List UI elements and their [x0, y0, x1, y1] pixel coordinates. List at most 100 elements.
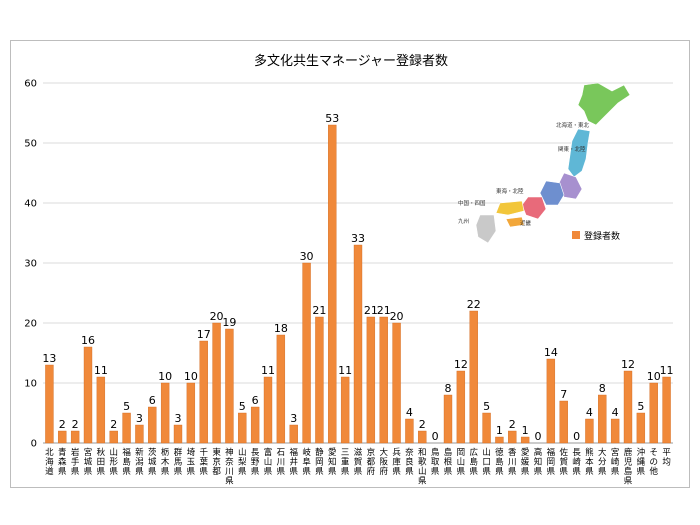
bar-滋賀県 — [353, 244, 363, 444]
x-tick-label-石川県: 石川県 — [277, 448, 286, 477]
bar-秋田県 — [96, 376, 106, 444]
data-label-福島県: 5 — [123, 400, 130, 413]
data-label-香川県: 2 — [509, 418, 516, 431]
bar-群馬県 — [173, 424, 183, 444]
bar-三重県 — [340, 376, 350, 444]
map-label-tokai: 東海・北陸 — [496, 187, 524, 195]
bar-熊本県 — [585, 418, 594, 444]
map-shikoku — [505, 216, 525, 228]
x-tick-label-青森県: 青森県 — [58, 447, 67, 477]
bar-平均 — [662, 376, 671, 444]
bar-島根県 — [443, 394, 453, 444]
data-label-鳥取県: 0 — [432, 430, 439, 443]
bar-北海道 — [45, 364, 54, 444]
data-label-兵庫県: 20 — [390, 310, 404, 323]
data-label-茨城県: 6 — [149, 394, 156, 407]
data-label-宮城県: 16 — [81, 334, 95, 347]
bar-山形県 — [109, 430, 118, 444]
x-tick-label-熊本県: 熊本県 — [585, 447, 594, 477]
map-chugoku — [495, 200, 525, 216]
data-label-滋賀県: 33 — [351, 232, 365, 245]
map-hokkaido — [577, 82, 631, 126]
bar-宮城県 — [83, 346, 93, 444]
data-label-福井県: 3 — [290, 412, 297, 425]
x-tick-label-茨城県: 茨城県 — [148, 447, 157, 477]
x-tick-label-愛媛県: 愛媛県 — [521, 447, 530, 477]
x-tick-label-愛知県: 愛知県 — [328, 447, 337, 477]
bar-京都府 — [366, 316, 376, 444]
x-tick-label-岩手県: 岩手県 — [71, 447, 80, 477]
x-tick-label-神奈川県: 神奈川県 — [225, 447, 234, 487]
x-tick-label-岡山県: 岡山県 — [457, 448, 466, 477]
bars — [45, 124, 671, 444]
data-label-富山県: 11 — [261, 364, 275, 377]
legend-swatch — [572, 231, 580, 239]
data-label-平均: 11 — [660, 364, 674, 377]
bar-栃木県 — [160, 382, 170, 444]
x-tick-label-福島県: 福島県 — [122, 447, 131, 477]
y-tick-label: 10 — [24, 379, 37, 390]
map-label-kyushu: 九州 — [458, 217, 469, 225]
data-label-栃木県: 10 — [158, 370, 172, 383]
bar-千葉県 — [199, 340, 208, 444]
bar-青森県 — [58, 430, 67, 444]
y-tick-label: 60 — [24, 79, 37, 90]
x-tick-label-群馬県: 群馬県 — [174, 447, 183, 477]
data-label-秋田県: 11 — [94, 364, 108, 377]
bar-福井県 — [289, 424, 298, 444]
data-label-埼玉県: 10 — [184, 370, 198, 383]
x-tick-label-高知県: 高知県 — [534, 447, 543, 477]
data-label-山口県: 5 — [483, 400, 490, 413]
bar-東京都 — [212, 322, 221, 444]
bar-愛媛県 — [520, 436, 530, 444]
x-tick-label-大分県: 大分県 — [598, 447, 607, 477]
x-tick-label-富山県: 富山県 — [264, 447, 273, 477]
data-label-和歌山県: 2 — [419, 418, 426, 431]
x-tick-label-鹿児島県: 鹿児島県 — [624, 447, 633, 487]
x-tick-label-千葉県: 千葉県 — [199, 447, 208, 477]
y-tick-label: 50 — [24, 139, 37, 150]
data-label-熊本県: 4 — [586, 406, 593, 419]
x-tick-label-福岡県: 福岡県 — [547, 447, 556, 477]
bar-香川県 — [508, 430, 517, 444]
x-tick-label-滋賀県: 滋賀県 — [354, 447, 363, 477]
data-label-大分県: 8 — [599, 382, 606, 395]
data-label-島根県: 8 — [445, 382, 452, 395]
legend-label: 登録者数 — [584, 230, 620, 242]
x-tick-label-北海道: 北海道 — [45, 448, 54, 477]
bar-福島県 — [122, 412, 131, 444]
x-tick-label-福井県: 福井県 — [289, 447, 298, 477]
bar-石川県 — [276, 334, 286, 444]
map-label-kanto: 関東・北陸 — [558, 145, 586, 153]
data-label-神奈川県: 19 — [222, 316, 236, 329]
data-label-東京都: 20 — [210, 310, 224, 323]
map-label-hokkaido-tohoku: 北海道・東北 — [556, 121, 590, 129]
data-label-京都府: 21 — [364, 304, 378, 317]
bar-和歌山県 — [418, 430, 427, 444]
x-tick-label-鳥取県: 鳥取県 — [431, 447, 440, 477]
bar-徳島県 — [495, 436, 504, 444]
x-tick-label-広島県: 広島県 — [469, 447, 478, 477]
bar-茨城県 — [148, 406, 157, 444]
bar-岩手県 — [70, 430, 80, 444]
data-label-群馬県: 3 — [175, 412, 182, 425]
map-tohoku — [567, 128, 591, 178]
x-tick-label-沖縄県: 沖縄県 — [637, 447, 646, 477]
bar-広島県 — [469, 310, 478, 444]
data-label-岡山県: 12 — [454, 358, 468, 371]
x-tick-label-宮崎県: 宮崎県 — [611, 447, 620, 477]
bar-その他 — [649, 382, 658, 444]
data-label-奈良県: 4 — [406, 406, 413, 419]
bar-山口県 — [482, 412, 491, 444]
bar-沖縄県 — [636, 412, 646, 444]
x-tick-label-大阪府: 大阪府 — [379, 447, 388, 477]
bar-長野県 — [250, 406, 260, 444]
x-tick-label-長崎県: 長崎県 — [572, 448, 581, 477]
data-label-佐賀県: 7 — [560, 388, 567, 401]
map-label-kinki: 近畿 — [520, 219, 532, 227]
bar-奈良県 — [405, 418, 414, 444]
data-label-高知県: 0 — [535, 430, 542, 443]
bar-岡山県 — [456, 370, 466, 444]
x-tick-label-埼玉県: 埼玉県 — [187, 447, 196, 477]
x-tick-label-新潟県: 新潟県 — [135, 447, 144, 477]
